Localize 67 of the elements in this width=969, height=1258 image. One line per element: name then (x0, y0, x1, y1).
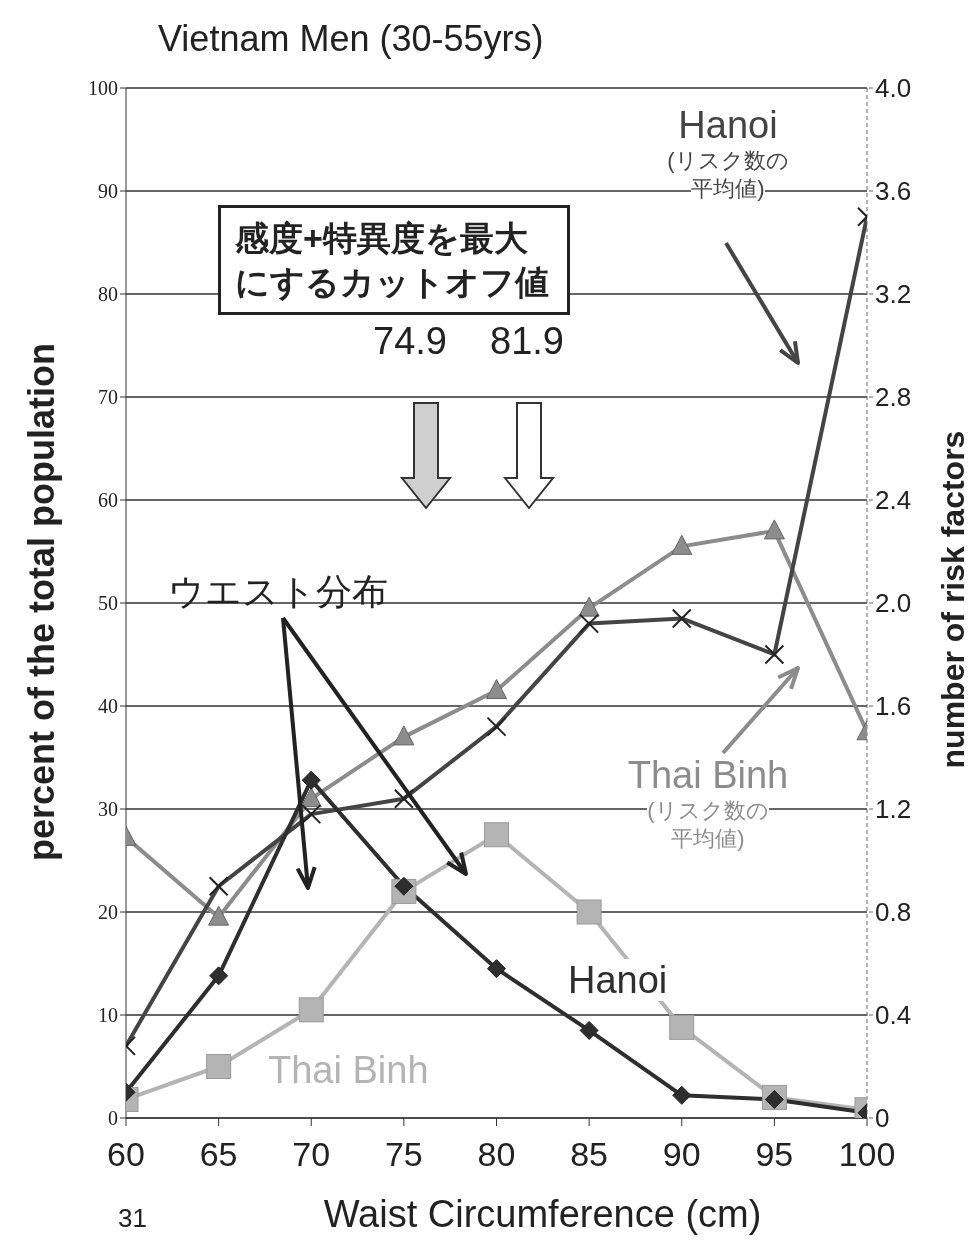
x-axis-title: Waist Circumference (cm) (323, 1193, 762, 1235)
y-tick-label: 80 (98, 283, 118, 306)
y2-tick-label: 2.4 (875, 485, 912, 516)
text: 31 (118, 1203, 147, 1234)
y-tick-label: 20 (98, 901, 118, 924)
annotation: 74.9 (373, 320, 447, 363)
y-tick-label: 10 (98, 1004, 118, 1027)
point (671, 534, 693, 555)
point (393, 788, 414, 809)
y-tick-label: 60 (98, 489, 118, 512)
x-tick-label: 75 (384, 1135, 423, 1174)
point (487, 959, 506, 979)
point (578, 596, 600, 617)
point (393, 725, 415, 746)
point (671, 608, 692, 629)
point (579, 1020, 599, 1040)
y-tick-label: 100 (88, 77, 118, 100)
y2-tick-label: 3.2 (875, 279, 912, 310)
y2-tick-label: 2.0 (875, 588, 912, 619)
point (764, 644, 785, 665)
point (484, 822, 509, 848)
point (672, 1085, 692, 1105)
y2-tick-label: 4.0 (875, 73, 912, 104)
point (298, 997, 324, 1023)
y2-tick-label: 1.2 (875, 794, 912, 825)
point (208, 876, 229, 897)
point (300, 787, 322, 808)
annotation: 感度+特異度を最大にするカットオフ値 (218, 205, 570, 315)
point (579, 613, 600, 634)
y2-tick-label: 3.6 (875, 176, 912, 207)
point (209, 966, 229, 986)
x-tick-label: 95 (755, 1135, 794, 1174)
point (763, 519, 785, 540)
y2-tick-label: 0 (875, 1103, 890, 1134)
y2-tick-label: 0.8 (875, 897, 912, 928)
x-tick-label: 65 (199, 1135, 238, 1174)
annotation: 81.9 (490, 320, 564, 363)
y-tick-label: 0 (108, 1107, 118, 1130)
y2-axis-title: number of risk factors (934, 429, 969, 771)
y-tick-label: 70 (98, 386, 118, 409)
chart-title: Vietnam Men (30-55yrs) (158, 18, 544, 60)
x-tick-label: 80 (477, 1135, 516, 1174)
x-tick-label: 85 (570, 1135, 609, 1174)
series-label: Thai Binh (268, 1049, 429, 1091)
point (669, 1014, 695, 1040)
annotation: ウエスト分布 (168, 570, 388, 614)
x-tick-label: 100 (838, 1135, 896, 1174)
point (301, 770, 321, 790)
point (206, 1054, 232, 1079)
y-axis-title: percent of the total population (21, 342, 63, 863)
point (486, 716, 507, 737)
y-tick-label: 50 (98, 592, 118, 615)
series-label: Hanoi (568, 959, 668, 1001)
y-tick-label: 40 (98, 695, 118, 718)
legend-label: Thai Binh (リスク数の平均値) (627, 754, 789, 851)
point (486, 679, 507, 700)
y-tick-label: 30 (98, 798, 118, 821)
y2-tick-label: 0.4 (875, 1000, 912, 1031)
y-tick-label: 90 (98, 180, 118, 203)
y2-tick-label: 2.8 (875, 382, 912, 413)
x-tick-label: 90 (662, 1135, 701, 1174)
point (576, 899, 602, 925)
point (301, 804, 322, 825)
point (208, 905, 230, 926)
series-label: Hanoi (リスク数の平均値) (667, 104, 789, 201)
x-tick-label: 70 (292, 1135, 331, 1174)
y2-tick-label: 1.6 (875, 691, 912, 722)
